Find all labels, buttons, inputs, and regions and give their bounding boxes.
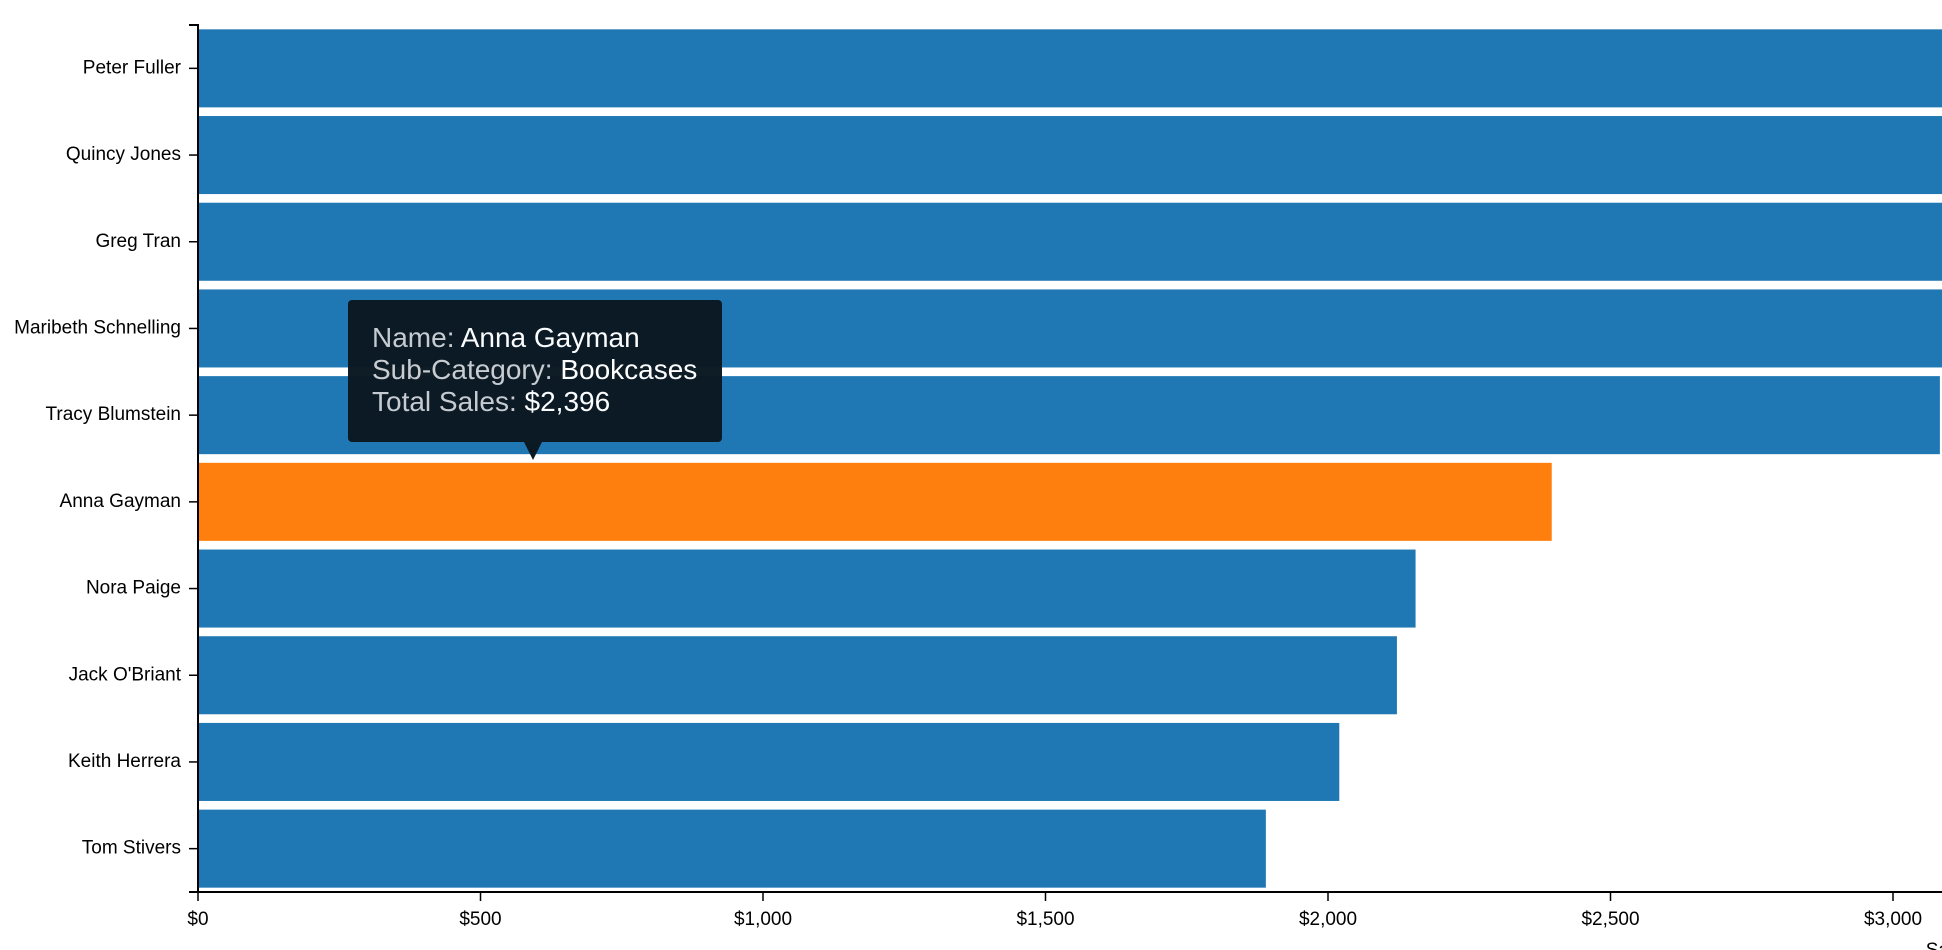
bar-anna-gayman[interactable] [198, 462, 1552, 541]
x-axis-title: Sales [1926, 940, 1942, 950]
y-axis: Peter Fuller Quincy Jones Greg Tran Maribet… [14, 24, 199, 893]
y-tick-label: Maribeth Schnelling [14, 317, 181, 338]
tooltip: Name: Anna Gayman Sub-Category: Bookcase… [348, 300, 722, 442]
tooltip-subcategory-value: Bookcases [560, 354, 698, 385]
tooltip-subcategory-label: Sub-Category: [372, 354, 553, 385]
y-tick-label: Keith Herrera [68, 751, 181, 772]
y-tick-label: Tom Stivers [82, 838, 181, 859]
tooltip-sales-value: $2,396 [524, 386, 611, 417]
bar-keith-herrera[interactable] [198, 722, 1340, 801]
tooltip-name-label: Name: [372, 322, 455, 353]
tooltip-subcategory-row: Sub-Category: Bookcases [372, 354, 698, 386]
tooltip-sales-row: Total Sales: $2,396 [372, 386, 698, 418]
y-tick-label: Tracy Blumstein [46, 404, 182, 425]
y-tick-label: Nora Paige [86, 578, 181, 599]
tooltip-pointer [524, 442, 542, 460]
y-axis-line [189, 24, 199, 893]
tooltip-sales-label: Total Sales: [372, 386, 517, 417]
bar-greg-tran[interactable] [198, 202, 1942, 281]
x-tick-label: $2,500 [1581, 909, 1639, 930]
x-axis: $0$500$1,000$1,500$2,000$2,500$3,000$3,5… [187, 891, 1942, 930]
y-tick-label: Jack O'Briant [69, 664, 182, 685]
y-tick-label: Greg Tran [95, 231, 181, 252]
tooltip-name-row: Name: Anna Gayman [372, 322, 698, 354]
x-tick-label: $2,000 [1299, 909, 1357, 930]
y-tick-label: Peter Fuller [83, 57, 182, 78]
y-tick-label: Quincy Jones [66, 144, 181, 165]
bar-quincy-jones[interactable] [198, 116, 1942, 195]
bar-nora-paige[interactable] [198, 549, 1416, 628]
y-tick-label: Anna Gayman [60, 491, 181, 512]
bars-group [198, 29, 1942, 888]
x-tick-label: $1,500 [1016, 909, 1074, 930]
tooltip-name-value: Anna Gayman [460, 322, 640, 353]
bar-tom-stivers[interactable] [198, 809, 1266, 888]
x-tick-label: $1,000 [734, 909, 792, 930]
x-tick-label: $0 [187, 909, 208, 930]
bar-peter-fuller[interactable] [198, 29, 1942, 108]
x-tick-label: $500 [459, 909, 501, 930]
x-tick-label: $3,000 [1864, 909, 1922, 930]
bar-jack-o-briant[interactable] [198, 636, 1397, 715]
